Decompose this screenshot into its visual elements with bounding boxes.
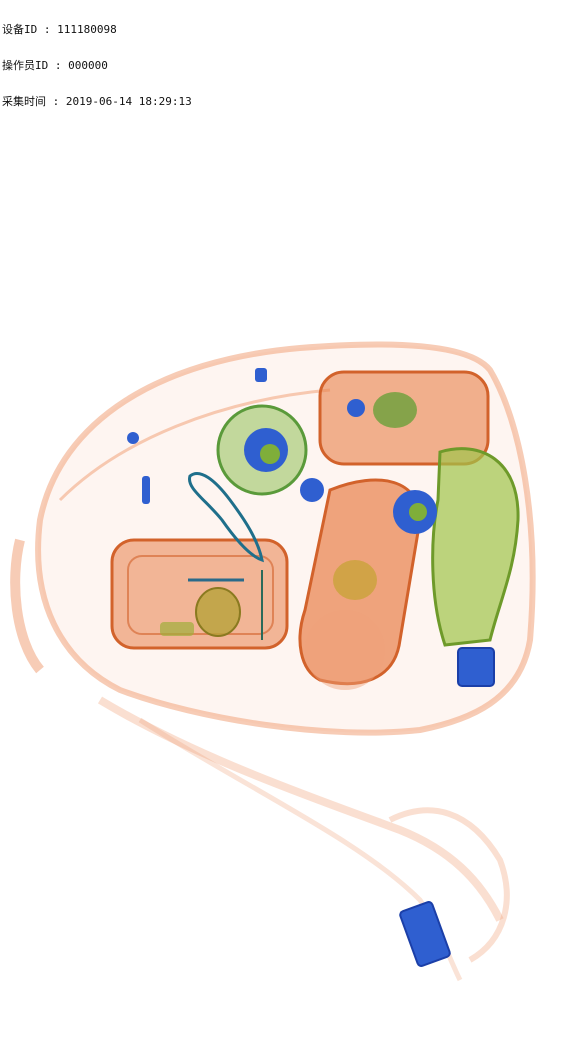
rounded-case bbox=[110, 538, 289, 650]
metal-clip-right bbox=[457, 647, 495, 687]
zipper-pull-left bbox=[127, 432, 150, 504]
cable-loop bbox=[188, 472, 264, 563]
device-id-line: 设备ID : 111180098 bbox=[2, 23, 117, 36]
operator-id-line: 操作员ID : 000000 bbox=[2, 59, 108, 72]
upper-block bbox=[318, 370, 490, 466]
orange-device bbox=[298, 478, 422, 690]
metal-buckle-bottom bbox=[399, 901, 451, 967]
small-metal-bits bbox=[255, 368, 365, 502]
scan-metadata: 设备ID : 111180098 操作员ID : 000000 采集时间 : 2… bbox=[2, 0, 192, 120]
capture-time-line: 采集时间 : 2019-06-14 18:29:13 bbox=[2, 95, 192, 108]
green-object bbox=[393, 447, 520, 647]
disc-device bbox=[216, 404, 308, 496]
